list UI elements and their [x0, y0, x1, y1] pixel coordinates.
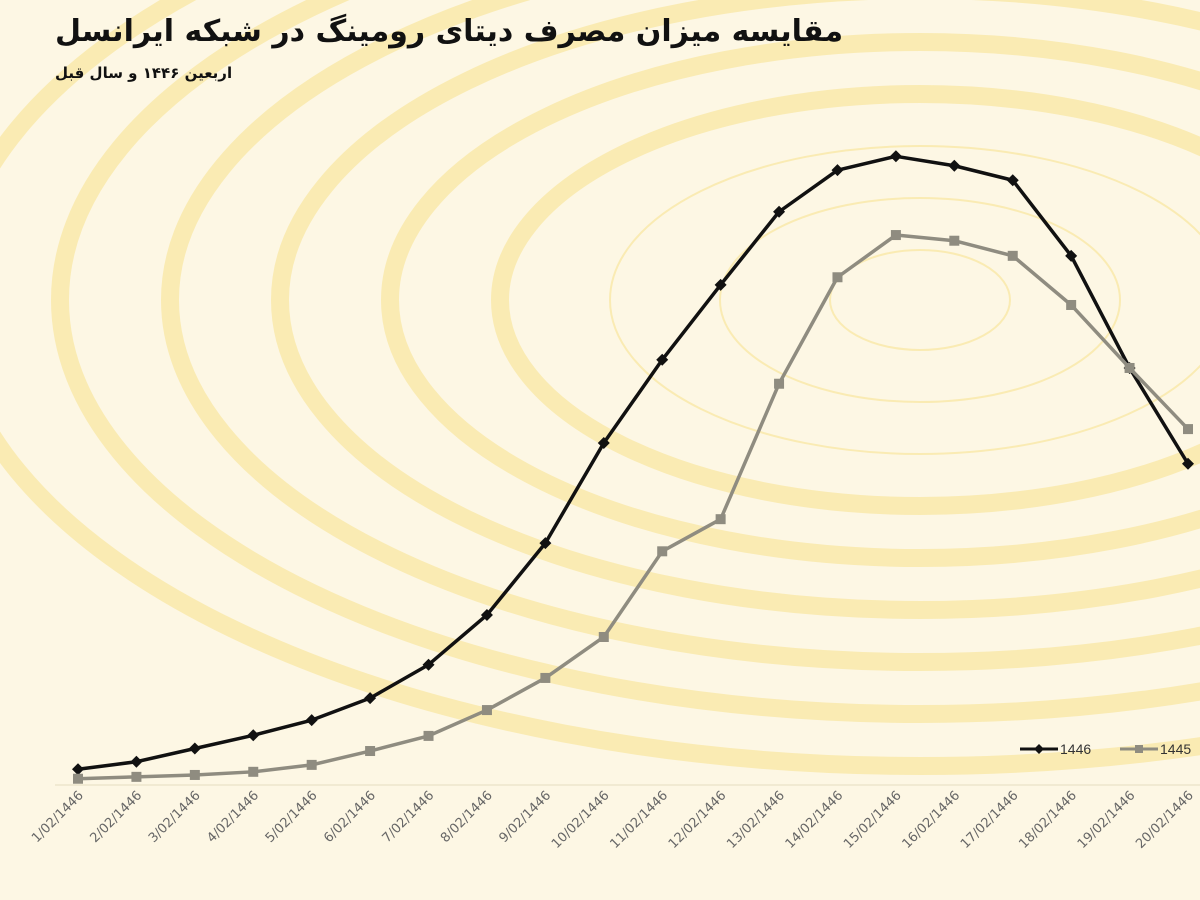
data-point: [831, 164, 844, 177]
data-point: [1066, 299, 1077, 310]
x-tick-label: 5/02/1446: [263, 788, 321, 846]
data-point: [481, 705, 492, 716]
data-point: [774, 378, 785, 389]
data-point: [365, 746, 376, 757]
x-tick-label: 7/02/1446: [380, 788, 438, 846]
data-point: [306, 759, 317, 770]
data-point: [305, 714, 318, 727]
x-tick-label: 20/02/1446: [1133, 788, 1197, 852]
series-line-1445: [77, 233, 1190, 781]
data-point: [130, 755, 143, 768]
data-point: [1006, 174, 1019, 187]
x-tick-label: 18/02/1446: [1016, 788, 1080, 852]
data-point: [890, 230, 901, 241]
data-point: [656, 353, 669, 366]
legend-label: 1445: [1160, 741, 1191, 757]
legend-marker: [1034, 744, 1044, 754]
background-arc: [719, 197, 1121, 403]
x-tick-label: 9/02/1446: [496, 788, 554, 846]
x-tick-label: 14/02/1446: [783, 788, 847, 852]
background-arc: [491, 85, 1200, 515]
data-point: [714, 278, 727, 291]
x-tick-label: 17/02/1446: [958, 788, 1022, 852]
x-tick-label: 11/02/1446: [607, 788, 671, 852]
data-point: [1182, 457, 1194, 470]
data-point: [189, 769, 200, 780]
series-line-1446: [77, 154, 1190, 772]
data-point: [540, 672, 551, 683]
data-point: [948, 159, 961, 172]
data-point: [1124, 362, 1135, 373]
data-point: [773, 205, 786, 218]
data-point: [188, 742, 201, 755]
data-point: [1007, 250, 1018, 261]
legend-marker: [1135, 745, 1143, 753]
background-arc: [609, 145, 1200, 455]
data-point: [889, 150, 902, 163]
data-point: [72, 763, 84, 776]
data-point: [422, 658, 435, 671]
background-arc: [51, 0, 1200, 723]
x-tick-label: 13/02/1446: [724, 788, 788, 852]
data-point: [657, 546, 668, 557]
background-arc: [381, 33, 1200, 567]
data-point: [248, 766, 259, 777]
chart-subtitle: اربعین ۱۴۴۶ و سال قبل: [55, 64, 233, 82]
data-point: [715, 514, 726, 525]
data-point: [1183, 424, 1193, 435]
data-point: [598, 631, 609, 642]
x-tick-label: 3/02/1446: [146, 788, 204, 846]
x-tick-label: 10/02/1446: [549, 788, 613, 852]
x-tick-label: 8/02/1446: [438, 788, 496, 846]
data-point: [423, 730, 434, 741]
data-point: [364, 692, 377, 705]
data-point: [539, 537, 552, 550]
data-point: [597, 436, 610, 449]
legend-label: 1446: [1060, 741, 1091, 757]
x-tick-label: 2/02/1446: [87, 788, 145, 846]
x-tick-label: 16/02/1446: [900, 788, 964, 852]
chart-title: مقایسه میزان مصرف دیتای رومینگ در شبکه ا…: [55, 14, 844, 49]
data-point: [247, 729, 260, 742]
x-tick-label: 1/02/1446: [29, 788, 87, 846]
data-point: [131, 771, 142, 782]
background-arc: [0, 0, 1200, 775]
x-tick-label: 4/02/1446: [204, 788, 262, 846]
data-point: [949, 235, 960, 246]
background-arc: [829, 249, 1011, 351]
legend: 1446 1445: [1020, 741, 1191, 757]
background-arc: [161, 0, 1200, 671]
x-tick-label: 6/02/1446: [321, 788, 379, 846]
x-tick-label: 15/02/1446: [841, 788, 905, 852]
data-point: [480, 608, 493, 621]
x-tick-label: 19/02/1446: [1075, 788, 1139, 852]
x-tick-label: 12/02/1446: [666, 788, 730, 852]
data-point: [1065, 249, 1078, 262]
background-arc: [271, 0, 1200, 619]
data-point: [73, 773, 83, 784]
data-point: [832, 272, 843, 283]
